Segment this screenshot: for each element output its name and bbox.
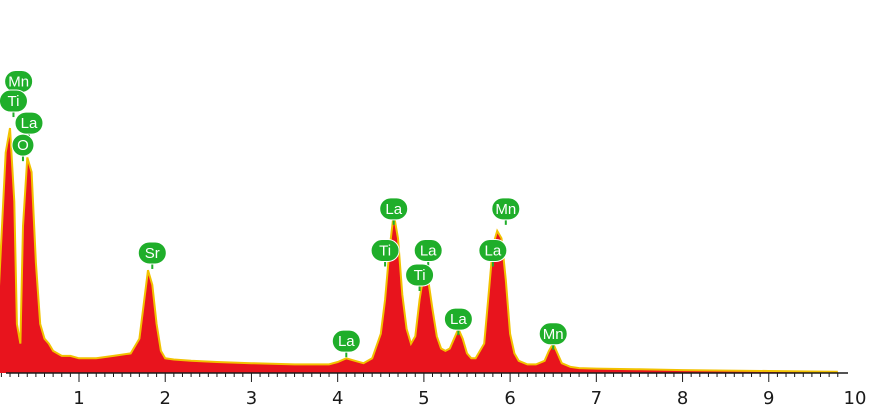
x-tick-label: 2 [159, 388, 170, 409]
peak-label-text: La [338, 333, 355, 350]
x-tick-label: 8 [677, 388, 688, 409]
peak-label-text: Ti [379, 243, 391, 260]
peak-label-text: Sr [145, 245, 160, 262]
peak-label-mn: Mn [491, 197, 521, 225]
peak-label-la: La [413, 239, 443, 267]
peak-label-stem [151, 262, 154, 269]
peak-label-la: La [443, 307, 473, 336]
peak-label-badge [331, 329, 361, 353]
peak-label-sr: Sr [137, 241, 167, 269]
peak-label-text: Mn [543, 326, 564, 343]
x-tick-label: 3 [246, 388, 257, 409]
x-tick-label: 10 [844, 388, 867, 409]
peak-label-badge [491, 197, 521, 221]
x-axis: 1 2 3 4 5 6 7 8 9 10 [0, 372, 867, 409]
peak-label-stem [504, 218, 507, 225]
peak-label-la: La [379, 197, 409, 225]
peak-label-o: O [11, 133, 35, 162]
peak-label-text: Mn [495, 201, 516, 218]
peak-label-la: La [14, 111, 44, 140]
peak-label-text: Ti [414, 267, 426, 284]
peak-label-ti: Ti [0, 89, 28, 118]
peak-label-badge [370, 239, 400, 262]
peak-label-la: La [331, 329, 361, 358]
x-tick-label: 9 [763, 388, 774, 409]
spectrum-edge-line [0, 127, 838, 373]
x-tick-label: 6 [504, 388, 515, 409]
plot-area [0, 127, 838, 373]
peak-label-stem [427, 260, 430, 267]
peak-label-stem [552, 343, 555, 350]
peak-label-badge [538, 322, 568, 346]
peak-label-badge [0, 89, 28, 113]
peak-label-stem [384, 260, 387, 267]
peak-label-stem [491, 260, 494, 267]
x-tick-label: 7 [591, 388, 602, 409]
peak-label-badge [413, 239, 443, 262]
peak-label-ti: Ti [405, 263, 435, 291]
peak-label-badge [14, 111, 44, 135]
peak-label-mn: Mn [538, 322, 568, 350]
spectrum-area [0, 128, 838, 373]
peak-label-la: La [478, 239, 508, 267]
peak-label-text: La [450, 311, 467, 328]
peak-label-text: La [420, 243, 437, 260]
x-tick-label: 5 [418, 388, 429, 409]
peak-label-text: La [385, 201, 402, 218]
peak-label-stem [21, 155, 24, 162]
peak-label-text: La [21, 115, 38, 132]
peak-label-stem [392, 218, 395, 225]
peak-label-badge [478, 239, 508, 262]
peak-label-badge [11, 133, 35, 157]
peak-label-stem [457, 329, 460, 336]
peak-label-ti: Ti [370, 239, 400, 267]
peak-label-badge [443, 307, 473, 331]
peak-label-text: La [485, 243, 502, 260]
peak-label-badge [405, 263, 435, 287]
peak-label-text: Mn [8, 73, 29, 90]
peak-label-text: Ti [7, 93, 19, 110]
x-tick-label: 4 [332, 388, 343, 409]
peak-label-stem [418, 285, 421, 291]
peak-label-stem [345, 351, 348, 358]
x-tick-label: 1 [73, 388, 84, 409]
peak-label-stem [12, 111, 15, 118]
peak-label-text: O [17, 137, 29, 154]
peak-label-badge [137, 241, 167, 265]
peak-label-badge [379, 197, 409, 221]
